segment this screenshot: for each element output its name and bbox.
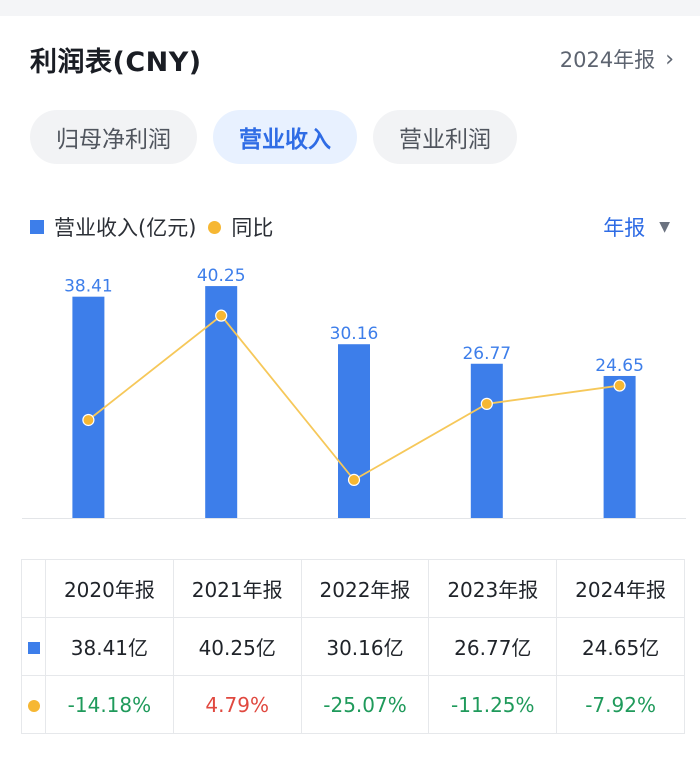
table-row-icon-cell — [21, 675, 46, 734]
revenue-bar — [470, 363, 503, 518]
bar-value-label: 24.65 — [595, 356, 644, 376]
legend-line-label: 同比 — [231, 216, 274, 240]
yoy-point — [480, 397, 493, 410]
table-cell-yoy: -7.92% — [556, 675, 685, 734]
table-cell-yoy: -25.07% — [300, 675, 430, 734]
revenue-bar — [72, 296, 105, 518]
table-header-cell: 2024年报 — [556, 559, 685, 618]
bar-value-label: 26.77 — [462, 344, 511, 364]
tab-operating-profit[interactable]: 营业利润 — [373, 110, 517, 164]
line-legend-icon — [27, 699, 40, 712]
table-row-icon-cell — [21, 617, 46, 676]
bar-legend-icon — [27, 641, 40, 654]
tab-revenue[interactable]: 营业收入 — [213, 110, 357, 164]
metric-tabs: 归母净利润 营业收入 营业利润 — [30, 110, 517, 164]
tab-net-profit[interactable]: 归母净利润 — [30, 110, 197, 164]
table-header-cell: 2023年报 — [428, 559, 558, 618]
chevron-right-icon: › — [665, 46, 674, 72]
yoy-point — [215, 309, 228, 322]
table-row-yoy: -14.18% 4.79% -25.07% -11.25% -7.92% — [21, 675, 685, 734]
yoy-point — [613, 379, 626, 392]
table-cell: 24.65亿 — [556, 617, 685, 676]
table-header-row: 2020年报 2021年报 2022年报 2023年报 2024年报 — [21, 559, 685, 618]
table-row-revenue: 38.41亿 40.25亿 30.16亿 26.77亿 24.65亿 — [21, 617, 685, 676]
yoy-point — [347, 473, 361, 486]
table-cell: 40.25亿 — [172, 617, 302, 676]
table-header-cell: 2020年报 — [45, 559, 174, 618]
legend-bar-label: 营业收入(亿元) — [54, 216, 197, 240]
table-cell-yoy: 4.79% — [172, 675, 302, 734]
line-legend-icon — [208, 220, 222, 234]
table-cell: 38.41亿 — [45, 617, 174, 676]
period-link[interactable]: 2024年报 › — [560, 44, 674, 74]
period-select-label: 年报 — [603, 216, 646, 240]
table-corner-cell — [21, 559, 46, 618]
table-cell: 26.77亿 — [428, 617, 558, 676]
table-header-cell: 2021年报 — [172, 559, 302, 618]
chart-legend: 营业收入(亿元) 同比 — [30, 212, 273, 242]
income-statement-card: 利润表(CNY) 2024年报 › 归母净利润 营业收入 营业利润 营业收入(亿… — [0, 16, 700, 758]
bar-value-label: 38.41 — [64, 277, 113, 297]
revenue-bar — [603, 375, 636, 518]
table-cell-yoy: -11.25% — [428, 675, 558, 734]
yoy-point — [82, 413, 95, 427]
bar-value-label: 40.25 — [197, 266, 246, 286]
table-cell-yoy: -14.18% — [45, 675, 174, 734]
data-table: 2020年报 2021年报 2022年报 2023年报 2024年报 38.41… — [21, 559, 685, 734]
revenue-chart: 38.41 40.25 30.16 26.77 24.65 — [22, 266, 686, 519]
table-cell: 30.16亿 — [300, 617, 430, 676]
bar-value-label: 30.16 — [330, 324, 379, 344]
page-title: 利润表(CNY) — [30, 47, 202, 78]
table-header-cell: 2022年报 — [300, 559, 430, 618]
bar-legend-icon — [30, 220, 44, 234]
period-link-label: 2024年报 — [559, 48, 656, 72]
period-select[interactable]: 年报 ▼ — [603, 212, 670, 242]
caret-down-icon: ▼ — [659, 219, 670, 235]
revenue-bar — [338, 344, 370, 518]
